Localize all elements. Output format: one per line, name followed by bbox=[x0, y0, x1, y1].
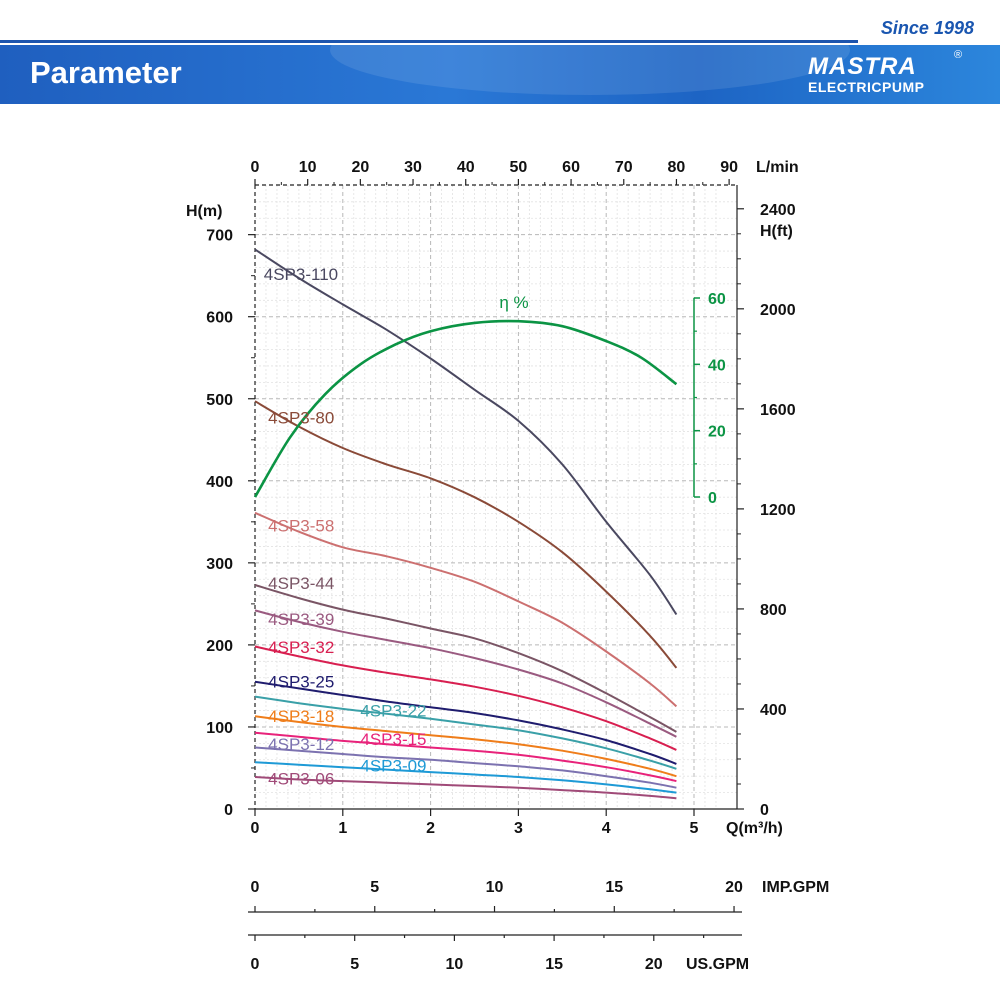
y-left-tick-label: 300 bbox=[206, 556, 233, 573]
series-line-4sp3-15 bbox=[254, 731, 677, 783]
registered-mark: ® bbox=[954, 49, 963, 61]
series-label-4sp3-12: 4SP3-12 bbox=[268, 735, 334, 754]
y-right-tick-label: 0 bbox=[760, 802, 769, 819]
imp-gpm-tick-label: 5 bbox=[370, 879, 379, 896]
series-line-efficiency bbox=[253, 319, 678, 498]
y-left-tick-label: 0 bbox=[224, 802, 233, 819]
us-gpm-tick-label: 0 bbox=[251, 956, 260, 973]
us-gpm-tick-label: 15 bbox=[545, 956, 563, 973]
efficiency-tick-label: 60 bbox=[708, 291, 726, 308]
y-left-tick-label: 400 bbox=[206, 474, 233, 491]
y-left-tick-label: 700 bbox=[206, 228, 233, 245]
top-axis-label: L/min bbox=[756, 159, 799, 176]
logo-wordmark: MASTRA bbox=[808, 53, 917, 80]
series-line-4sp3-18 bbox=[254, 715, 677, 778]
series-line-4sp3-09 bbox=[254, 761, 677, 794]
banner-wave-decoration bbox=[330, 45, 850, 95]
series-line-4sp3-80 bbox=[254, 400, 678, 669]
chart-axes: 0 1 2 3 4 5 Q(m³/h)0 10 20 30 40 50 60 70 80 90 L/min010… bbox=[186, 159, 829, 973]
series-label-4sp3-25: 4SP3-25 bbox=[268, 673, 334, 692]
top-tick-label: 20 bbox=[351, 159, 369, 176]
series-label-4sp3-39: 4SP3-39 bbox=[268, 610, 334, 629]
top-tick-label: 0 bbox=[251, 159, 260, 176]
series-label-4sp3-18: 4SP3-18 bbox=[268, 707, 334, 726]
page-header: Since 1998 Parameter MASTRA ELECTRICPUMP… bbox=[0, 0, 1000, 104]
since-year-text: Since 1998 bbox=[880, 18, 974, 38]
x-tick-label: 0 bbox=[251, 820, 260, 837]
logo-subtitle: ELECTRICPUMP bbox=[808, 79, 925, 95]
top-tick-label: 30 bbox=[404, 159, 422, 176]
series-label-4sp3-110: 4SP3-110 bbox=[264, 265, 338, 284]
us-gpm-label: US.GPM bbox=[686, 956, 749, 973]
pump-performance-chart: 0 1 2 3 4 5 Q(m³/h)0 10 20 30 40 50 60 70 80 90 L/min010… bbox=[186, 159, 829, 973]
y-right-tick-label: 2400 bbox=[760, 202, 796, 219]
imp-gpm-tick-label: 20 bbox=[725, 879, 743, 896]
efficiency-tick-label: 0 bbox=[708, 490, 717, 507]
brand-logo: MASTRA ELECTRICPUMP ® bbox=[800, 49, 970, 101]
top-tick-label: 80 bbox=[668, 159, 686, 176]
series-line-4sp3-22 bbox=[254, 695, 677, 770]
y-right-axis-label: H(ft) bbox=[760, 223, 793, 240]
top-tick-label: 60 bbox=[562, 159, 580, 176]
series-label-4sp3-06: 4SP3-06 bbox=[268, 769, 334, 788]
imp-gpm-label: IMP.GPM bbox=[762, 879, 829, 896]
y-right-tick-label: 800 bbox=[760, 602, 787, 619]
us-gpm-tick-label: 20 bbox=[645, 956, 663, 973]
chart-series bbox=[253, 248, 678, 800]
series-line-4sp3-25 bbox=[254, 680, 677, 765]
top-tick-label: 50 bbox=[510, 159, 528, 176]
imp-gpm-tick-label: 10 bbox=[486, 879, 504, 896]
y-left-tick-label: 200 bbox=[206, 638, 233, 655]
series-label-4sp3-09: 4SP3-09 bbox=[360, 756, 426, 775]
x-tick-label: 3 bbox=[514, 820, 523, 837]
series-label-4sp3-58: 4SP3-58 bbox=[268, 517, 334, 536]
series-line-4sp3-58 bbox=[254, 511, 678, 708]
series-line-4sp3-06 bbox=[254, 776, 677, 800]
y-right-tick-label: 1200 bbox=[760, 502, 796, 519]
series-label-efficiency: η % bbox=[499, 293, 528, 312]
series-label-4sp3-22: 4SP3-22 bbox=[360, 701, 426, 720]
header-divider bbox=[0, 40, 858, 43]
y-left-axis-label: H(m) bbox=[186, 203, 222, 220]
y-right-tick-label: 400 bbox=[760, 702, 787, 719]
x-axis-label: Q(m³/h) bbox=[726, 820, 783, 837]
series-label-4sp3-15: 4SP3-15 bbox=[360, 730, 426, 749]
efficiency-tick-label: 20 bbox=[708, 424, 726, 441]
series-label-4sp3-80: 4SP3-80 bbox=[268, 408, 334, 427]
imp-gpm-tick-label: 0 bbox=[251, 879, 260, 896]
x-tick-label: 2 bbox=[426, 820, 435, 837]
top-tick-label: 70 bbox=[615, 159, 633, 176]
top-tick-label: 10 bbox=[299, 159, 317, 176]
us-gpm-tick-label: 10 bbox=[445, 956, 463, 973]
top-tick-label: 40 bbox=[457, 159, 475, 176]
series-line-4sp3-110 bbox=[254, 248, 678, 616]
x-tick-label: 5 bbox=[690, 820, 699, 837]
title-banner: Parameter MASTRA ELECTRICPUMP ® bbox=[0, 45, 1000, 104]
efficiency-tick-label: 40 bbox=[708, 357, 726, 374]
top-tick-label: 90 bbox=[720, 159, 738, 176]
series-line-4sp3-12 bbox=[254, 746, 677, 789]
series-line-4sp3-44 bbox=[254, 584, 677, 733]
x-tick-label: 4 bbox=[602, 820, 611, 837]
y-left-tick-label: 600 bbox=[206, 310, 233, 327]
chart-labels: 4SP3-110 4SP3-80 4SP3-58 4SP3-44 4SP3-39 4SP3… bbox=[264, 265, 529, 789]
series-label-4sp3-32: 4SP3-32 bbox=[268, 638, 334, 657]
y-left-tick-label: 500 bbox=[206, 392, 233, 409]
chart-grid bbox=[254, 185, 737, 810]
y-right-tick-label: 2000 bbox=[760, 302, 796, 319]
series-line-4sp3-32 bbox=[254, 645, 677, 751]
x-tick-label: 1 bbox=[338, 820, 347, 837]
series-line-4sp3-39 bbox=[254, 609, 677, 738]
imp-gpm-tick-label: 15 bbox=[605, 879, 623, 896]
us-gpm-tick-label: 5 bbox=[350, 956, 359, 973]
y-right-tick-label: 1600 bbox=[760, 402, 796, 419]
series-label-4sp3-44: 4SP3-44 bbox=[268, 574, 334, 593]
y-left-tick-label: 100 bbox=[206, 720, 233, 737]
page-title: Parameter bbox=[30, 55, 182, 90]
